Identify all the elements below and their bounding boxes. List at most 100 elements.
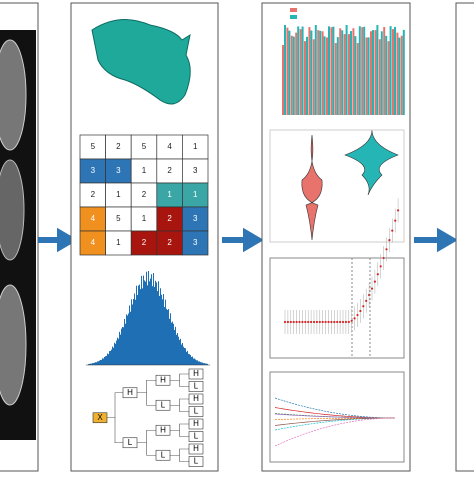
bar [372, 30, 374, 116]
grid-cell [156, 230, 183, 256]
tree-label: H [193, 419, 199, 428]
tree-node [92, 412, 108, 424]
hist-bar [143, 275, 144, 365]
cell-value: 1 [142, 166, 147, 175]
bar-chart [282, 25, 405, 116]
cell-value: 3 [193, 214, 198, 223]
hist-bar [175, 326, 176, 365]
hist-bar [194, 358, 195, 365]
cv-point [301, 320, 304, 324]
tree-label: H [193, 444, 199, 453]
cv-point [344, 320, 347, 324]
bar [295, 32, 298, 115]
cv-point [336, 320, 339, 324]
hist-bar [132, 304, 133, 365]
cell-value: 2 [167, 238, 172, 247]
bar [376, 25, 379, 115]
cv-point [356, 313, 359, 317]
hist-bar [201, 362, 202, 365]
hist-bar [150, 278, 151, 365]
bar [392, 29, 394, 115]
legend-swatch [290, 8, 297, 12]
tree-node [188, 443, 204, 455]
bar [310, 30, 313, 115]
cv-point [362, 305, 365, 308]
hist-bar [182, 342, 183, 365]
hist-bar [109, 351, 110, 365]
mri-slice [0, 159, 25, 261]
grid-cell [130, 182, 158, 208]
bar [332, 26, 335, 115]
tree-label: L [194, 407, 199, 416]
bar [350, 31, 352, 116]
tree-node [188, 431, 204, 442]
tree-edge [170, 429, 189, 437]
bar [317, 30, 320, 116]
hist-bar [159, 295, 160, 365]
hist-bar [115, 343, 116, 365]
arrow [38, 227, 78, 253]
cv-point [388, 239, 391, 242]
tree-label: H [193, 394, 199, 403]
cell-value: 1 [116, 238, 121, 247]
hist-bar [142, 288, 143, 365]
hist-bar [189, 354, 190, 365]
grid-cell [156, 134, 183, 160]
hist-bar [204, 363, 205, 365]
bar [323, 36, 326, 116]
hist-bar [191, 356, 192, 365]
cv-point [333, 320, 336, 324]
hist-bar [200, 362, 201, 365]
histogram [88, 270, 208, 365]
hist-bar [185, 348, 186, 365]
hist-bar [146, 271, 147, 365]
cv-point [365, 299, 368, 303]
hist-bar [155, 280, 156, 365]
cv-point [321, 320, 324, 324]
tree-label: L [194, 382, 199, 391]
cv-point [315, 320, 318, 324]
bar [374, 30, 377, 116]
hist-bar [153, 273, 154, 365]
hist-bar [197, 360, 198, 365]
cv-point [353, 317, 356, 320]
hist-bar [183, 346, 184, 365]
hist-bar [147, 285, 148, 365]
bar [394, 26, 396, 116]
bar [336, 37, 339, 115]
hist-bar [172, 321, 173, 365]
hist-bar [179, 339, 180, 365]
lasso-cv-plot [283, 198, 400, 334]
hist-bar [154, 286, 155, 365]
tree-node [155, 399, 171, 411]
hist-bar [195, 359, 196, 365]
cell-value: 4 [91, 214, 96, 223]
violin [344, 129, 399, 196]
hist-bar [102, 358, 103, 365]
hist-bar [173, 323, 174, 365]
tree-label: H [193, 369, 199, 378]
hist-bar [141, 275, 142, 365]
cell-value: 3 [91, 166, 96, 175]
grid-cell [182, 206, 209, 232]
cv-point [289, 320, 292, 324]
plot-frame [269, 371, 405, 463]
grid-cell [105, 230, 132, 256]
hist-bar [187, 350, 188, 365]
hist-bar [129, 305, 130, 365]
bar [389, 26, 392, 116]
cell-value: 2 [142, 238, 147, 247]
hist-bar [164, 307, 165, 365]
bar [383, 27, 386, 115]
hist-bar [111, 349, 112, 365]
cv-point [347, 320, 350, 324]
hist-bar [130, 311, 131, 365]
cv-point [283, 320, 287, 324]
bar [304, 41, 306, 116]
grid-cell [182, 134, 209, 160]
bar [352, 28, 355, 115]
arrow [414, 227, 458, 253]
hist-bar [90, 363, 91, 365]
cell-value: 5 [91, 142, 96, 151]
